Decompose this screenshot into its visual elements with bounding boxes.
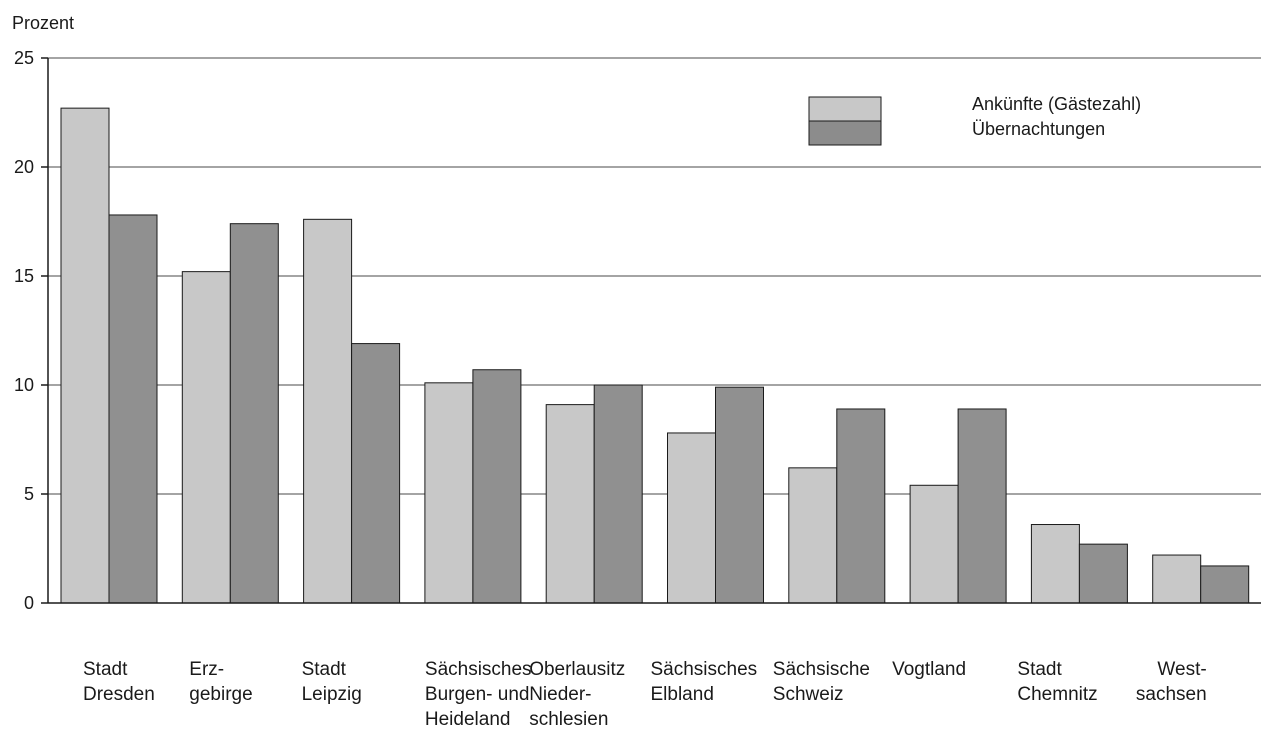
bar-overnight-stays [593,384,643,604]
bar-overnight-stays [836,408,886,604]
x-category-label: Stadt Dresden [83,659,155,705]
x-category-label-line: Oberlausitz [529,659,625,680]
x-category-label-line: West- [1157,659,1206,680]
bar-arrivals [424,382,474,604]
x-category-label-line: gebirge [189,684,252,705]
bar-overnight-stays [1200,565,1250,604]
y-axis-label: Prozent [12,13,74,33]
legend-label-overnight-stays: Übernachtungen [972,119,1105,139]
bar-overnight-stays [957,408,1007,604]
y-tick-label: 20 [14,157,34,177]
y-tick-label: 5 [24,484,34,504]
legend-swatch-arrivals [808,96,882,122]
x-category-label: Oberlausitz Nieder-schlesien [529,659,625,730]
bar-overnight-stays [108,214,158,604]
x-category-label-line: Chemnitz [1017,684,1097,705]
x-category-label-line: Stadt [302,659,347,680]
bar-arrivals [181,271,231,604]
x-category-label-line: Burgen- und [425,684,530,705]
bar-overnight-stays [472,369,522,604]
x-category-label: Stadt Leipzig [302,659,362,705]
bars [60,107,1250,604]
x-category-label-line: sachsen [1136,684,1207,705]
bar-overnight-stays [1078,543,1128,604]
legend: Ankünfte (Gästezahl) Übernachtungen [808,94,1141,146]
x-category-label-line: Heideland [425,709,511,730]
bar-arrivals [667,432,716,604]
x-category-label: West-sachsen [1136,659,1207,705]
x-category-label-line: Stadt [1017,659,1062,680]
legend-swatch-overnight-stays [808,120,882,146]
bar-arrivals [909,484,959,604]
x-category-label: Sächsisches Elbland [651,659,758,705]
bar-overnight-stays [715,386,764,604]
x-category-label: Stadt Chemnitz [1017,659,1097,705]
x-category-label-line: Elbland [651,684,714,705]
y-tick-label: 25 [14,48,34,68]
x-category-label: Erz-gebirge [189,659,252,705]
x-category-label-line: Sächsisches [651,659,758,680]
bar-overnight-stays [229,223,279,604]
bar-arrivals [1030,524,1080,604]
bar-arrivals [545,404,595,604]
x-category-label-line: Sächsische [773,659,870,680]
x-category-label: Vogtland [892,659,966,680]
x-category-label-line: Vogtland [892,659,966,680]
x-category-label-line: Erz- [189,659,224,680]
x-category-label-line: Stadt [83,659,128,680]
legend-label-arrivals: Ankünfte (Gästezahl) [972,94,1141,114]
x-category-label-line: Schweiz [773,684,844,705]
x-axis-category-labels: Stadt Dresden Erz-gebirge Stadt Leipzig Sächs… [83,659,1207,730]
bar-overnight-stays [351,343,401,604]
x-category-label-line: Sächsisches [425,659,532,680]
y-axis-ticks: 0 5 10 15 20 25 [14,48,48,613]
y-tick-label: 15 [14,266,34,286]
y-tick-label: 10 [14,375,34,395]
bar-arrivals [303,218,353,604]
x-category-label-line: schlesien [529,709,608,730]
bar-arrivals [1152,554,1202,604]
x-category-label-line: Nieder- [529,684,591,705]
x-category-label: Sächsische Schweiz [773,659,870,705]
bar-arrivals [788,467,838,604]
x-category-label-line: Dresden [83,684,155,705]
bar-arrivals [60,107,110,604]
y-tick-label: 0 [24,593,34,613]
x-category-label: Sächsisches Burgen- und Heideland [425,659,532,730]
x-category-label-line: Leipzig [302,684,362,705]
